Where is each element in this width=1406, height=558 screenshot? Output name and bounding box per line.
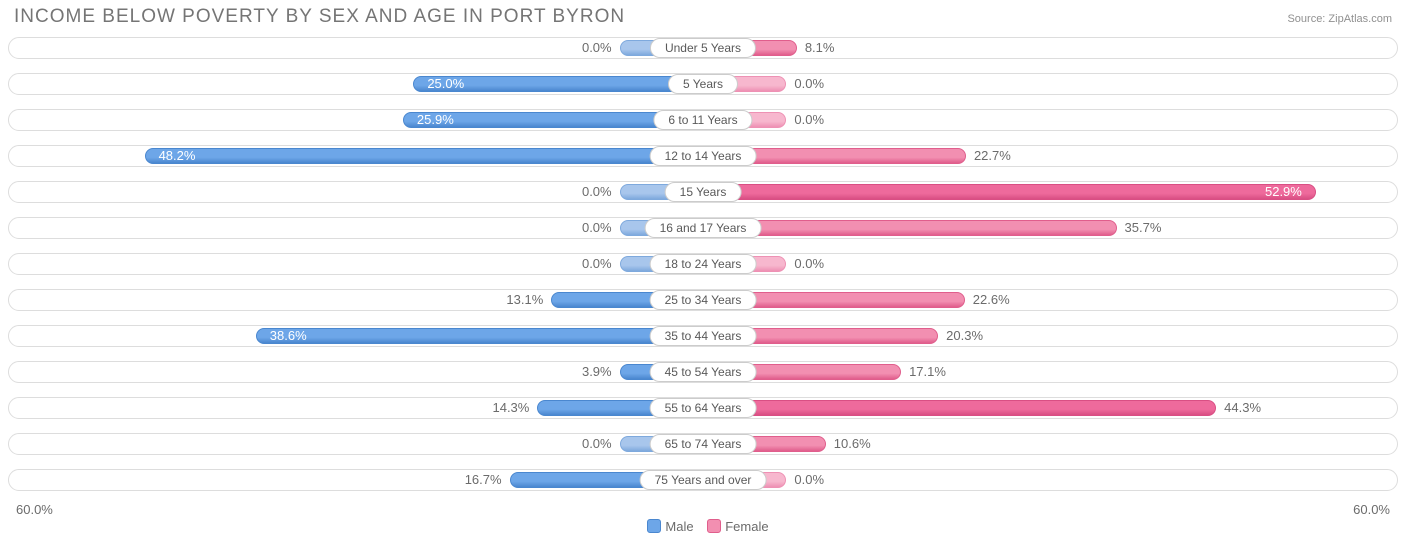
female-value-label: 52.9%: [1265, 184, 1302, 200]
legend-label-male: Male: [665, 519, 693, 534]
chart-row: 14.3% 44.3% 55 to 64 Years: [8, 394, 1398, 424]
chart-row: 0.0% 52.9% 15 Years: [8, 178, 1398, 208]
female-value-label: 0.0%: [794, 76, 824, 92]
axis-left-max: 60.0%: [16, 502, 53, 517]
female-value-label: 17.1%: [909, 364, 946, 380]
female-bar: [703, 220, 1117, 236]
legend-label-female: Female: [725, 519, 768, 534]
male-value-label: 48.2%: [159, 148, 196, 164]
age-label-pill: Under 5 Years: [650, 38, 756, 58]
female-value-label: 0.0%: [794, 112, 824, 128]
female-value-label: 22.6%: [973, 292, 1010, 308]
chart-row: 25.0% 0.0% 5 Years: [8, 70, 1398, 100]
male-value-label: 0.0%: [582, 220, 612, 236]
axis-labels: 60.0% 60.0%: [8, 502, 1398, 517]
male-value-label: 13.1%: [506, 292, 543, 308]
chart-row: 13.1% 22.6% 25 to 34 Years: [8, 286, 1398, 316]
female-value-label: 20.3%: [946, 328, 983, 344]
chart-row: 0.0% 0.0% 18 to 24 Years: [8, 250, 1398, 280]
age-label-pill: 6 to 11 Years: [653, 110, 752, 130]
chart-row: 3.9% 17.1% 45 to 54 Years: [8, 358, 1398, 388]
age-label-pill: 5 Years: [668, 74, 738, 94]
chart-header: INCOME BELOW POVERTY BY SEX AND AGE IN P…: [8, 4, 1398, 34]
chart-row: 25.9% 0.0% 6 to 11 Years: [8, 106, 1398, 136]
age-label-pill: 55 to 64 Years: [650, 398, 757, 418]
axis-right-max: 60.0%: [1353, 502, 1390, 517]
female-value-label: 44.3%: [1224, 400, 1261, 416]
male-value-label: 38.6%: [270, 328, 307, 344]
chart-row: 38.6% 20.3% 35 to 44 Years: [8, 322, 1398, 352]
legend-swatch-male: [647, 519, 661, 533]
chart-row: 16.7% 0.0% 75 Years and over: [8, 466, 1398, 496]
male-bar: [256, 328, 703, 344]
age-label-pill: 18 to 24 Years: [650, 254, 757, 274]
chart-row: 0.0% 35.7% 16 and 17 Years: [8, 214, 1398, 244]
female-value-label: 10.6%: [834, 436, 871, 452]
chart-row: 48.2% 22.7% 12 to 14 Years: [8, 142, 1398, 172]
chart-source: Source: ZipAtlas.com: [1287, 13, 1392, 25]
male-value-label: 0.0%: [582, 436, 612, 452]
male-value-label: 3.9%: [582, 364, 612, 380]
male-value-label: 25.0%: [427, 76, 464, 92]
age-label-pill: 65 to 74 Years: [650, 434, 757, 454]
age-label-pill: 75 Years and over: [640, 470, 767, 490]
female-value-label: 35.7%: [1125, 220, 1162, 236]
female-value-label: 0.0%: [794, 256, 824, 272]
female-value-label: 22.7%: [974, 148, 1011, 164]
male-bar: [145, 148, 703, 164]
male-value-label: 0.0%: [582, 184, 612, 200]
female-bar: [703, 184, 1316, 200]
age-label-pill: 45 to 54 Years: [650, 362, 757, 382]
age-label-pill: 15 Years: [665, 182, 742, 202]
chart-rows: 0.0%8.1%Under 5 Years25.0%0.0%5 Years25.…: [8, 34, 1398, 496]
chart-row: 0.0% 8.1% Under 5 Years: [8, 34, 1398, 64]
chart-title: INCOME BELOW POVERTY BY SEX AND AGE IN P…: [14, 6, 625, 28]
female-value-label: 0.0%: [794, 472, 824, 488]
age-label-pill: 16 and 17 Years: [645, 218, 762, 238]
male-value-label: 16.7%: [465, 472, 502, 488]
age-label-pill: 12 to 14 Years: [650, 146, 757, 166]
male-value-label: 25.9%: [417, 112, 454, 128]
chart-container: INCOME BELOW POVERTY BY SEX AND AGE IN P…: [0, 0, 1406, 534]
female-bar: [703, 400, 1216, 416]
chart-row: 0.0% 10.6% 65 to 74 Years: [8, 430, 1398, 460]
male-value-label: 0.0%: [582, 256, 612, 272]
male-value-label: 14.3%: [492, 400, 529, 416]
legend: Male Female: [8, 519, 1398, 534]
female-value-label: 8.1%: [805, 40, 835, 56]
age-label-pill: 25 to 34 Years: [650, 290, 757, 310]
age-label-pill: 35 to 44 Years: [650, 326, 757, 346]
male-value-label: 0.0%: [582, 40, 612, 56]
legend-swatch-female: [707, 519, 721, 533]
